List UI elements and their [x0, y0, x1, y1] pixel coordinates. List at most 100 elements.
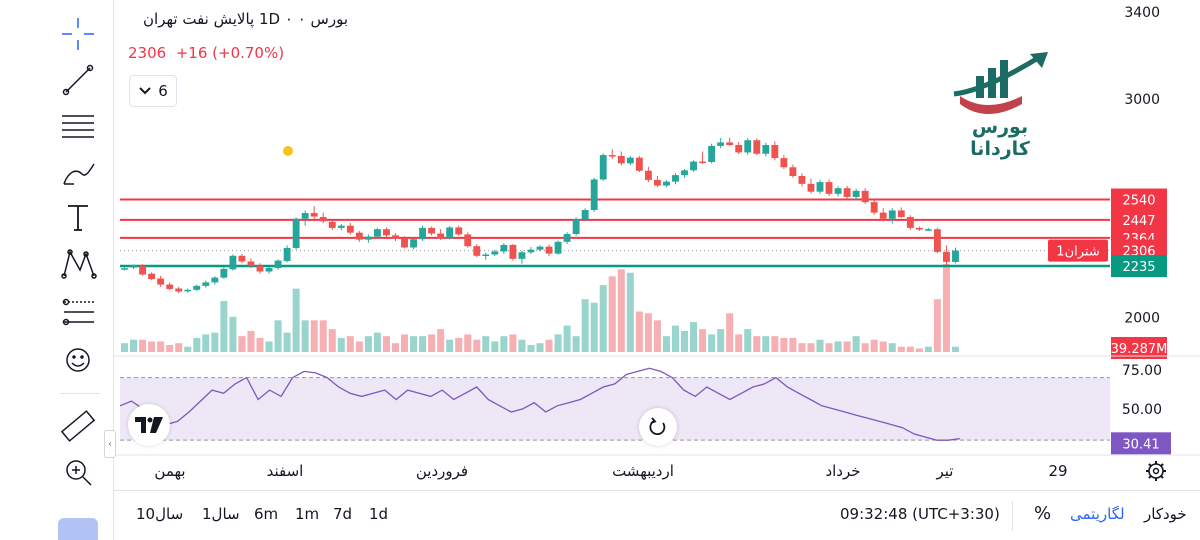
range-7d[interactable]: 7d: [333, 505, 353, 523]
volume-bar: [563, 325, 571, 352]
left-toolbar: [0, 0, 58, 540]
candle-body: [780, 158, 788, 168]
settings-icon-tooth: [1160, 463, 1164, 467]
volume-bar: [202, 334, 210, 352]
volume-bar: [735, 334, 743, 352]
range-10y[interactable]: 10سال: [136, 505, 184, 523]
fib-retracement-icon[interactable]: [56, 104, 100, 148]
tradingview-logo[interactable]: [128, 404, 170, 446]
candle-body: [328, 221, 336, 228]
volume-bar: [211, 332, 219, 352]
candle-body: [599, 155, 607, 180]
volume-bar: [825, 343, 833, 352]
settings-icon[interactable]: [1146, 461, 1166, 481]
zoom-in-icon[interactable]: [56, 450, 100, 494]
range-1y[interactable]: 1سال: [202, 505, 240, 523]
volume-bar: [545, 339, 553, 352]
volume-bar: [419, 336, 427, 352]
trend-line-icon[interactable]: [56, 58, 100, 102]
volume-bar: [382, 336, 390, 352]
symbol-title[interactable]: بورس ۰ 1D ۰ پالایش نفت تهران: [143, 10, 348, 28]
prediction-icon[interactable]: [56, 290, 100, 334]
volume-bar: [744, 329, 752, 352]
axis-price-label-text: 2447: [1122, 214, 1155, 229]
percent-toggle[interactable]: %: [1034, 503, 1052, 524]
range-6m[interactable]: 6m: [254, 505, 279, 523]
kardana-logo: [953, 52, 1048, 114]
reset-chart-button[interactable]: [639, 408, 677, 446]
candle-body: [256, 265, 264, 272]
volume-bar: [690, 322, 698, 352]
volume-bar: [780, 337, 788, 352]
candle-body: [193, 285, 201, 290]
ruler-icon[interactable]: [56, 404, 100, 448]
crosshair-icon[interactable]: [56, 12, 100, 56]
x-axis-label: فروردین: [416, 462, 468, 480]
range-1d[interactable]: 1d: [369, 505, 389, 523]
candle-body: [175, 288, 183, 292]
toolbar-separator: [60, 393, 100, 394]
volume-bar: [238, 336, 246, 352]
candle-body: [130, 265, 137, 268]
volume-bar: [193, 337, 201, 352]
candle-body: [536, 246, 544, 250]
candle-body: [753, 140, 761, 154]
volume-bar: [364, 336, 372, 352]
price-readout: 2306 +16 (+0.70%): [128, 44, 284, 62]
candle-body: [355, 232, 363, 240]
candle-body: [310, 213, 318, 217]
range-1m[interactable]: 1m: [295, 505, 320, 523]
volume-bar: [373, 332, 381, 352]
volume-bar: [391, 343, 399, 352]
candle-body: [690, 161, 697, 171]
volume-bar: [644, 313, 652, 352]
volume-bar: [410, 336, 418, 352]
candle-body: [563, 233, 571, 242]
volume-bar: [464, 334, 472, 352]
candle-body: [708, 145, 716, 163]
candle-body: [364, 236, 372, 240]
candle-body: [663, 181, 670, 186]
candle-body: [229, 255, 237, 270]
brush-icon[interactable]: [56, 150, 100, 194]
volume-bar: [401, 334, 409, 352]
candle-body: [491, 251, 499, 255]
candle-body: [509, 244, 517, 259]
volume-bar: [256, 337, 264, 352]
volume-bar: [852, 336, 860, 352]
volume-bar: [139, 339, 147, 352]
clock-timezone[interactable]: 09:32:48 (UTC+3:30): [840, 505, 1000, 523]
volume-bar: [247, 330, 255, 352]
settings-icon-ring: [1148, 463, 1164, 479]
volume-bar: [355, 341, 363, 352]
bottom-bar: 1d 7d 1m 6m 1سال 10سال 09:32:48 (UTC+3:3…: [114, 490, 1200, 540]
candle-body: [861, 190, 869, 203]
axis-price-label-text: 39.287M: [1111, 342, 1168, 357]
tradingview-icon: [135, 417, 163, 433]
collapse-toolbar-button[interactable]: ‹: [104, 430, 116, 458]
candle-body: [184, 289, 192, 292]
candle-body: [735, 145, 743, 153]
volume-bar: [681, 330, 689, 352]
candle-body: [825, 182, 833, 194]
toolbar-more-button[interactable]: [58, 518, 98, 540]
volume-bar: [455, 337, 463, 352]
candle-body: [437, 233, 445, 239]
volume-bar: [175, 343, 183, 352]
log-toggle[interactable]: لگاریتمی: [1070, 505, 1125, 523]
event-marker-dot: [283, 146, 293, 156]
candle-body: [717, 142, 725, 146]
indicators-toggle[interactable]: 6: [129, 75, 177, 107]
volume-bar: [509, 334, 517, 352]
auto-toggle[interactable]: خودکار: [1144, 505, 1187, 523]
volume-bar: [888, 343, 896, 352]
candle-body: [527, 249, 535, 253]
symbol-tag-text: شتران1: [1056, 245, 1099, 260]
text-icon[interactable]: [56, 196, 100, 240]
volume-bar: [771, 336, 779, 352]
candle-body: [635, 157, 643, 171]
pattern-icon[interactable]: [56, 242, 100, 286]
rsi-current-label: 30.41: [1111, 432, 1171, 455]
emoji-icon[interactable]: [56, 338, 100, 382]
